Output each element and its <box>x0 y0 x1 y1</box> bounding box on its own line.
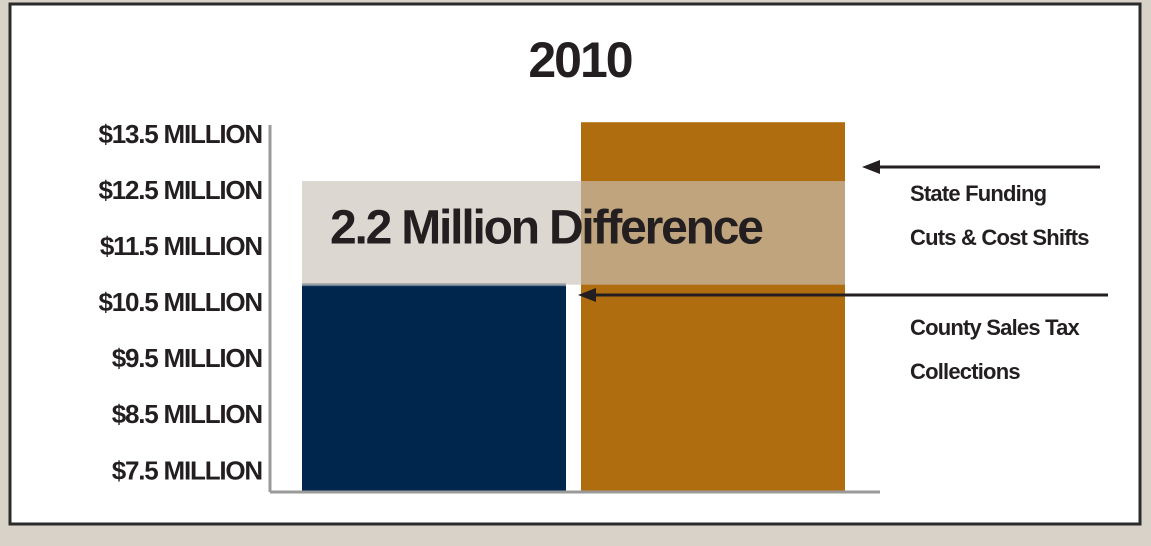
arrow-head <box>578 288 596 302</box>
y-tick-label: $7.5 MILLION <box>112 455 263 485</box>
series-label: State Funding Cuts & Cost Shifts <box>910 181 1090 250</box>
y-tick-label: $10.5 MILLION <box>98 287 262 317</box>
y-tick-label: $11.5 MILLION <box>100 231 263 261</box>
y-tick-label: $13.5 MILLION <box>98 119 262 149</box>
y-tick-label: $12.5 MILLION <box>98 175 262 205</box>
bar <box>302 284 566 492</box>
difference-band <box>302 181 845 285</box>
difference-label: 2.2 Million Difference <box>330 202 763 255</box>
y-tick-label: $9.5 MILLION <box>112 343 263 373</box>
series-label: County Sales Tax Collections <box>910 315 1080 384</box>
arrow-head <box>862 160 880 174</box>
bar <box>581 122 845 492</box>
y-tick-label: $8.5 MILLION <box>112 399 263 429</box>
chart-title: 2010 <box>528 32 631 88</box>
